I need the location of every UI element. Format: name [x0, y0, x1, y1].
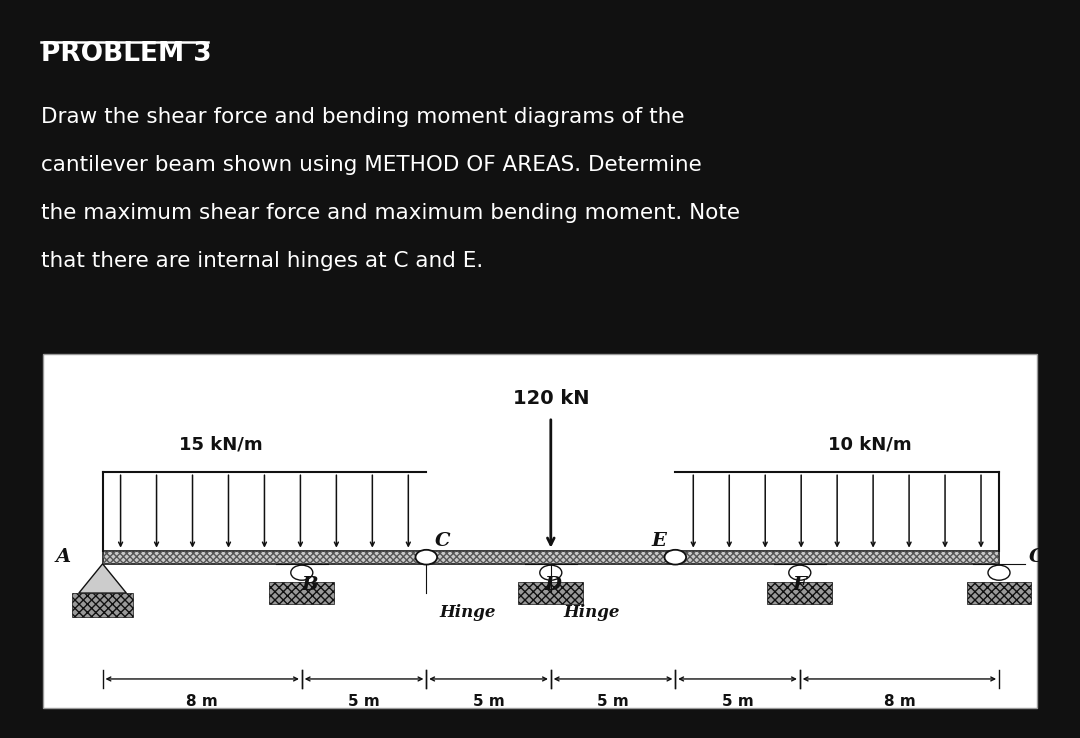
Text: C: C — [435, 532, 450, 550]
Circle shape — [540, 565, 562, 580]
Text: the maximum shear force and maximum bending moment. Note: the maximum shear force and maximum bend… — [41, 203, 740, 223]
Text: B: B — [301, 576, 319, 594]
Bar — [71, 593, 134, 617]
Text: 5 m: 5 m — [597, 694, 629, 708]
Text: 10 kN/m: 10 kN/m — [827, 436, 912, 454]
Text: 8 m: 8 m — [883, 694, 915, 708]
Bar — [967, 582, 1031, 604]
Bar — [518, 582, 583, 604]
Text: 15 kN/m: 15 kN/m — [179, 436, 264, 454]
Text: F: F — [793, 576, 807, 594]
Text: 5 m: 5 m — [721, 694, 754, 708]
Circle shape — [416, 550, 437, 565]
Text: 5 m: 5 m — [348, 694, 380, 708]
Text: Hinge: Hinge — [440, 604, 496, 621]
Circle shape — [988, 565, 1010, 580]
Text: 5 m: 5 m — [473, 694, 504, 708]
Text: PROBLEM 3: PROBLEM 3 — [41, 41, 212, 66]
Circle shape — [788, 565, 811, 580]
Circle shape — [664, 550, 686, 565]
FancyBboxPatch shape — [43, 354, 1037, 708]
Text: Hinge: Hinge — [564, 604, 620, 621]
Polygon shape — [79, 564, 126, 593]
Text: 8 m: 8 m — [187, 694, 218, 708]
Text: Draw the shear force and bending moment diagrams of the: Draw the shear force and bending moment … — [41, 107, 685, 127]
Bar — [103, 551, 999, 564]
Bar — [103, 551, 999, 564]
Bar — [269, 582, 334, 604]
Bar — [768, 582, 833, 604]
Text: cantilever beam shown using METHOD OF AREAS. Determine: cantilever beam shown using METHOD OF AR… — [41, 155, 702, 175]
Text: E: E — [652, 532, 666, 550]
Text: that there are internal hinges at C and E.: that there are internal hinges at C and … — [41, 251, 483, 271]
Text: 120 kN: 120 kN — [513, 389, 589, 408]
Circle shape — [291, 565, 313, 580]
Text: A: A — [55, 548, 70, 566]
Text: G: G — [1029, 548, 1045, 566]
Text: D: D — [544, 576, 562, 594]
